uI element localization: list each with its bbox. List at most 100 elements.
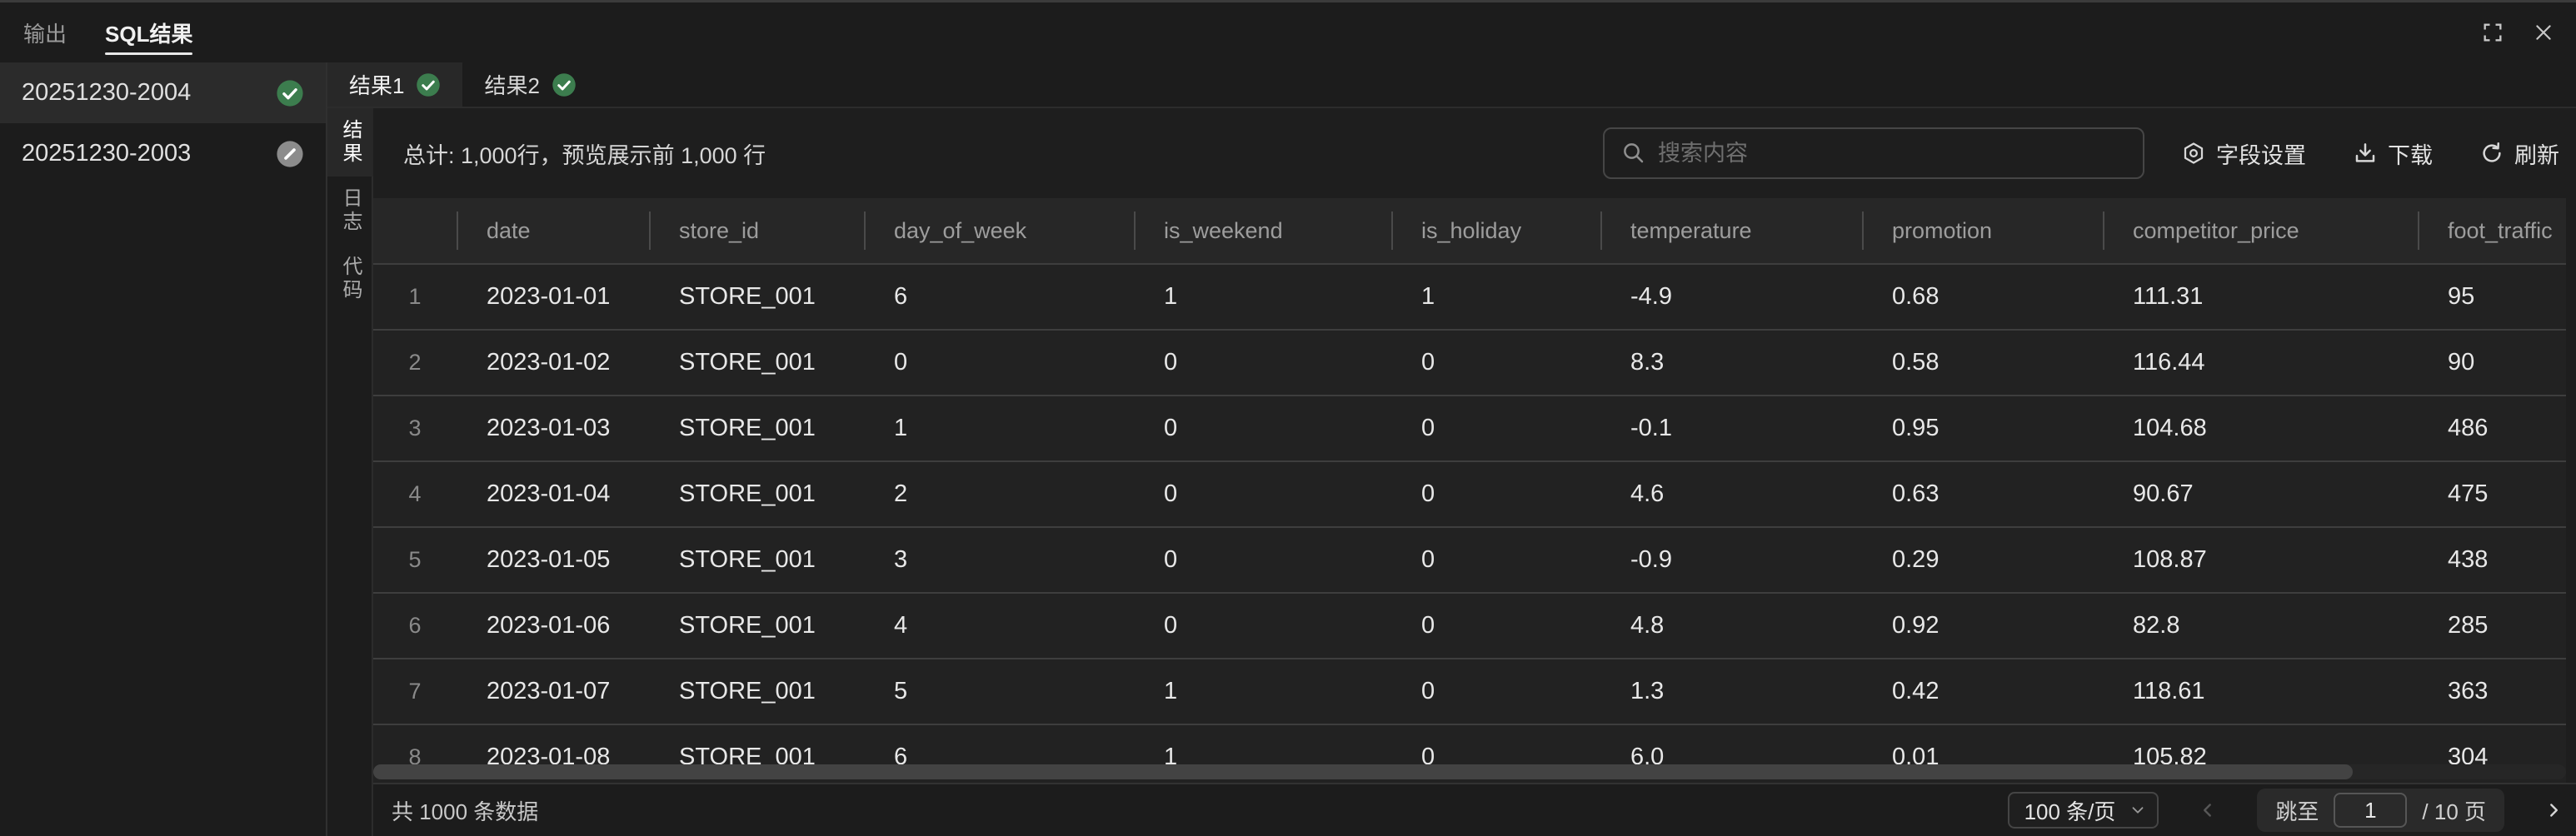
search-icon bbox=[1621, 141, 1646, 166]
cell-store_id: STORE_001 bbox=[679, 612, 816, 639]
cell-is_holiday: 0 bbox=[1421, 480, 1435, 507]
skipped-slash-icon bbox=[276, 140, 304, 168]
column-header-promotion[interactable]: promotion bbox=[1862, 198, 2103, 263]
column-header-index bbox=[373, 198, 457, 263]
column-header-store_id[interactable]: store_id bbox=[649, 198, 864, 263]
query-run-item-2004[interactable]: 20251230-2004 bbox=[0, 62, 326, 123]
next-page-button[interactable] bbox=[2543, 799, 2564, 821]
cell-competitor_price: 90.67 bbox=[2133, 480, 2194, 507]
cell-is_holiday: 1 bbox=[1421, 283, 1435, 310]
row-number: 2 bbox=[408, 350, 422, 375]
jump-to-label: 跳至 bbox=[2275, 799, 2319, 824]
tab-logs-view[interactable]: 日志 bbox=[339, 187, 362, 234]
table-row[interactable]: 7 2023-01-07 STORE_001 5 1 0 1.3 0.42 118.61 363 bbox=[373, 659, 2566, 725]
page-number-input[interactable] bbox=[2334, 793, 2408, 828]
total-rows-label: 共 1000 条数据 bbox=[392, 799, 539, 824]
column-header-is_weekend[interactable]: is_weekend bbox=[1134, 198, 1391, 263]
row-number: 4 bbox=[408, 481, 422, 506]
search-input[interactable] bbox=[1658, 140, 2129, 167]
fullscreen-icon[interactable] bbox=[2481, 21, 2504, 44]
cell-foot_traffic: 285 bbox=[2448, 612, 2489, 639]
cell-promotion: 0.92 bbox=[1892, 612, 1939, 639]
column-header-is_holiday[interactable]: is_holiday bbox=[1391, 198, 1600, 263]
horizontal-scrollbar-thumb[interactable] bbox=[373, 764, 2353, 779]
row-number: 6 bbox=[408, 613, 422, 638]
table-body: 1 2023-01-01 STORE_001 6 1 1 -4.9 0.68 111.31 95 2… bbox=[373, 265, 2566, 785]
cell-competitor_price: 82.8 bbox=[2133, 612, 2180, 639]
cell-date: 2023-01-06 bbox=[487, 612, 611, 639]
cell-competitor_price: 118.61 bbox=[2133, 678, 2205, 704]
success-check-icon bbox=[276, 79, 304, 107]
field-settings-button[interactable]: 字段设置 bbox=[2181, 137, 2306, 170]
tab-output[interactable]: 输出 bbox=[23, 2, 67, 62]
cell-is_holiday: 0 bbox=[1421, 612, 1435, 639]
page-total-label: / 10 页 bbox=[2422, 799, 2486, 824]
cell-promotion: 0.63 bbox=[1892, 480, 1939, 507]
tab-sql-result[interactable]: SQL结果 bbox=[105, 2, 193, 62]
cell-day_of_week: 3 bbox=[894, 546, 908, 573]
cell-day_of_week: 6 bbox=[894, 283, 908, 310]
table-row[interactable]: 4 2023-01-04 STORE_001 2 0 0 4.6 0.63 90.67 475 bbox=[373, 462, 2566, 528]
download-label: 下载 bbox=[2388, 142, 2433, 168]
cell-is_holiday: 0 bbox=[1421, 546, 1435, 573]
query-run-label: 20251230-2003 bbox=[22, 140, 192, 167]
page-size-select[interactable]: 100 条/页 bbox=[2007, 792, 2159, 829]
cell-day_of_week: 4 bbox=[894, 612, 908, 639]
column-header-foot_traffic[interactable]: foot_traffic bbox=[2418, 198, 2566, 263]
table-row[interactable]: 5 2023-01-05 STORE_001 3 0 0 -0.9 0.29 108.87 438 bbox=[373, 528, 2566, 594]
view-tab-strip: 结果 日志 代码 bbox=[327, 108, 373, 836]
cell-promotion: 0.29 bbox=[1892, 546, 1939, 573]
panel-tab-bar: 输出 SQL结果 bbox=[0, 2, 2576, 62]
table-row[interactable]: 1 2023-01-01 STORE_001 6 1 1 -4.9 0.68 111.31 95 bbox=[373, 265, 2566, 331]
tab-results-view[interactable]: 结果 bbox=[327, 108, 373, 177]
table-row[interactable]: 2 2023-01-02 STORE_001 0 0 0 8.3 0.58 116.44 90 bbox=[373, 331, 2566, 396]
cell-foot_traffic: 486 bbox=[2448, 415, 2489, 441]
cell-foot_traffic: 95 bbox=[2448, 283, 2475, 310]
cell-temperature: -4.9 bbox=[1630, 283, 1672, 310]
tab-output-label: 输出 bbox=[23, 21, 67, 47]
prev-page-button[interactable] bbox=[2197, 799, 2219, 821]
result-main: 总计: 1,000行，预览展示前 1,000 行 字段设置 bbox=[373, 108, 2576, 836]
table-header-row: date store_id day_of_week is_weekend is_holi… bbox=[373, 198, 2566, 265]
table-toolbar: 总计: 1,000行，预览展示前 1,000 行 字段设置 bbox=[373, 108, 2576, 198]
tab-result-2[interactable]: 结果2 bbox=[462, 62, 597, 107]
row-number: 3 bbox=[408, 416, 422, 440]
column-header-competitor_price[interactable]: competitor_price bbox=[2103, 198, 2418, 263]
column-header-temperature[interactable]: temperature bbox=[1600, 198, 1862, 263]
page-size-value: 100 条/页 bbox=[2024, 799, 2116, 824]
tab-result-1[interactable]: 结果1 bbox=[327, 62, 463, 107]
cell-day_of_week: 6 bbox=[894, 744, 908, 770]
table-row[interactable]: 6 2023-01-06 STORE_001 4 0 0 4.8 0.92 82.8 285 bbox=[373, 594, 2566, 659]
refresh-button[interactable]: 刷新 bbox=[2479, 137, 2559, 170]
refresh-label: 刷新 bbox=[2514, 142, 2559, 168]
cell-date: 2023-01-01 bbox=[487, 283, 611, 310]
panel-actions bbox=[2481, 2, 2554, 62]
row-number: 7 bbox=[408, 679, 422, 704]
cell-temperature: 4.8 bbox=[1630, 612, 1665, 639]
cell-store_id: STORE_001 bbox=[679, 480, 816, 507]
column-header-day_of_week[interactable]: day_of_week bbox=[864, 198, 1134, 263]
column-header-date[interactable]: date bbox=[457, 198, 649, 263]
download-button[interactable]: 下载 bbox=[2353, 137, 2433, 170]
table-row[interactable]: 3 2023-01-03 STORE_001 1 0 0 -0.1 0.95 104.68 486 bbox=[373, 396, 2566, 462]
cell-promotion: 0.58 bbox=[1892, 349, 1939, 376]
chevron-down-icon bbox=[2129, 801, 2147, 819]
tab-code-view[interactable]: 代码 bbox=[339, 256, 362, 302]
close-icon[interactable] bbox=[2533, 22, 2554, 43]
cell-is_holiday: 0 bbox=[1421, 678, 1435, 704]
cell-temperature: -0.9 bbox=[1630, 546, 1672, 573]
cell-foot_traffic: 363 bbox=[2448, 678, 2489, 704]
cell-is_holiday: 0 bbox=[1421, 415, 1435, 441]
query-run-item-2003[interactable]: 20251230-2003 bbox=[0, 123, 326, 184]
cell-is_weekend: 0 bbox=[1164, 480, 1178, 507]
tab-sql-result-label: SQL结果 bbox=[105, 21, 193, 47]
cell-date: 2023-01-03 bbox=[487, 415, 611, 441]
cell-temperature: 4.6 bbox=[1630, 480, 1665, 507]
cell-foot_traffic: 475 bbox=[2448, 480, 2489, 507]
query-run-list: 20251230-2004 20251230-2003 bbox=[0, 62, 327, 836]
refresh-icon bbox=[2479, 141, 2504, 166]
cell-competitor_price: 108.87 bbox=[2133, 546, 2207, 573]
row-count-summary: 总计: 1,000行，预览展示前 1,000 行 bbox=[403, 142, 766, 168]
horizontal-scrollbar bbox=[373, 764, 2566, 779]
cell-is_weekend: 1 bbox=[1164, 678, 1178, 704]
